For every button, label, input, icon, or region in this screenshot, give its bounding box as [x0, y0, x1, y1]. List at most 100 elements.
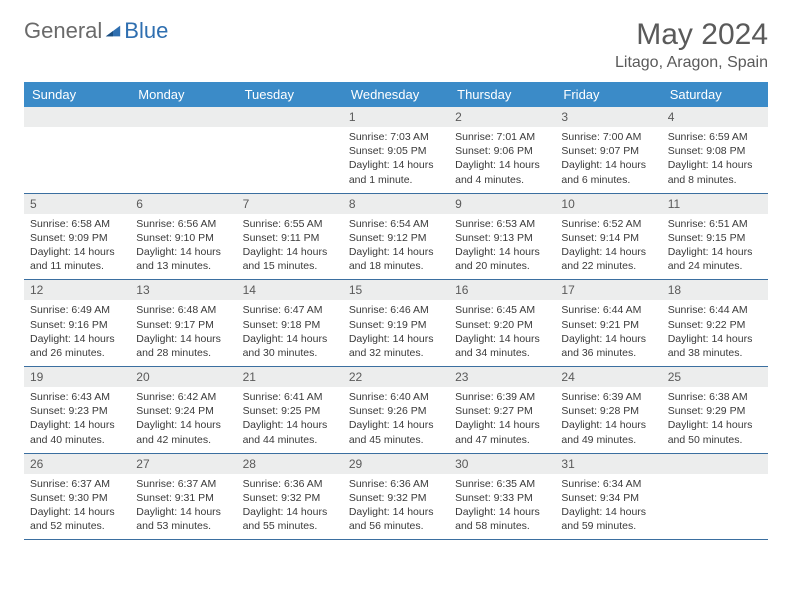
sunrise-line: Sunrise: 6:37 AM — [30, 478, 110, 490]
day-body: Sunrise: 7:00 AMSunset: 9:07 PMDaylight:… — [555, 127, 661, 193]
daylight-line: Daylight: 14 hours and 53 minutes. — [136, 506, 221, 532]
day-number: 12 — [24, 280, 130, 300]
sunset-line: Sunset: 9:24 PM — [136, 405, 214, 417]
day-number-empty — [130, 107, 236, 127]
weekday-header: Saturday — [662, 82, 768, 107]
sunrise-line: Sunrise: 6:46 AM — [349, 304, 429, 316]
calendar-day-cell: 27Sunrise: 6:37 AMSunset: 9:31 PMDayligh… — [130, 453, 236, 540]
day-number: 8 — [343, 194, 449, 214]
daylight-line: Daylight: 14 hours and 11 minutes. — [30, 246, 115, 272]
weekday-header-row: SundayMondayTuesdayWednesdayThursdayFrid… — [24, 82, 768, 107]
day-body: Sunrise: 6:59 AMSunset: 9:08 PMDaylight:… — [662, 127, 768, 193]
daylight-line: Daylight: 14 hours and 55 minutes. — [243, 506, 328, 532]
day-body: Sunrise: 6:34 AMSunset: 9:34 PMDaylight:… — [555, 474, 661, 540]
calendar-day-cell: 26Sunrise: 6:37 AMSunset: 9:30 PMDayligh… — [24, 453, 130, 540]
calendar-day-cell: 31Sunrise: 6:34 AMSunset: 9:34 PMDayligh… — [555, 453, 661, 540]
day-body: Sunrise: 6:55 AMSunset: 9:11 PMDaylight:… — [237, 214, 343, 280]
sunset-line: Sunset: 9:30 PM — [30, 492, 108, 504]
day-number: 31 — [555, 454, 661, 474]
calendar-day-cell: 21Sunrise: 6:41 AMSunset: 9:25 PMDayligh… — [237, 367, 343, 454]
daylight-line: Daylight: 14 hours and 26 minutes. — [30, 333, 115, 359]
calendar-day-cell: 8Sunrise: 6:54 AMSunset: 9:12 PMDaylight… — [343, 193, 449, 280]
calendar-day-cell: 2Sunrise: 7:01 AMSunset: 9:06 PMDaylight… — [449, 107, 555, 193]
sunset-line: Sunset: 9:09 PM — [30, 232, 108, 244]
sunset-line: Sunset: 9:07 PM — [561, 145, 639, 157]
day-body: Sunrise: 6:36 AMSunset: 9:32 PMDaylight:… — [237, 474, 343, 540]
sunrise-line: Sunrise: 6:44 AM — [561, 304, 641, 316]
daylight-line: Daylight: 14 hours and 44 minutes. — [243, 419, 328, 445]
day-body: Sunrise: 6:42 AM Sunset: 9:24 PM Daylight:… — [130, 387, 236, 453]
calendar-week-row: 1Sunrise: 7:03 AMSunset: 9:05 PMDaylight… — [24, 107, 768, 193]
calendar-day-cell: 9Sunrise: 6:53 AMSunset: 9:13 PMDaylight… — [449, 193, 555, 280]
sunrise-line: Sunrise: 6:41 AM — [243, 391, 323, 403]
daylight-line: Daylight: 14 hours and 28 minutes. — [136, 333, 221, 359]
day-body: Sunrise: 6:44 AMSunset: 9:22 PMDaylight:… — [662, 300, 768, 366]
calendar-day-cell: 13Sunrise: 6:48 AMSunset: 9:17 PMDayligh… — [130, 280, 236, 367]
daylight-line: Daylight: 14 hours and 20 minutes. — [455, 246, 540, 272]
daylight-line: Daylight: 14 hours and 45 minutes. — [349, 419, 434, 445]
daylight-line: Daylight: 14 hours and 32 minutes. — [349, 333, 434, 359]
calendar-day-cell: 11Sunrise: 6:51 AMSunset: 9:15 PMDayligh… — [662, 193, 768, 280]
day-body: Sunrise: 6:38 AMSunset: 9:29 PMDaylight:… — [662, 387, 768, 453]
sunrise-line: Sunrise: 6:40 AM — [349, 391, 429, 403]
daylight-line: Daylight: 14 hours and 22 minutes. — [561, 246, 646, 272]
day-number: 10 — [555, 194, 661, 214]
day-number-empty — [24, 107, 130, 127]
calendar-day-cell: 29Sunrise: 6:36 AMSunset: 9:32 PMDayligh… — [343, 453, 449, 540]
calendar-week-row: 26Sunrise: 6:37 AMSunset: 9:30 PMDayligh… — [24, 453, 768, 540]
sunrise-line: Sunrise: 6:42 AM — [136, 391, 216, 403]
sunrise-line: Sunrise: 7:01 AM — [455, 131, 535, 143]
sunset-line: Sunset: 9:20 PM — [455, 319, 533, 331]
calendar-day-cell: 7Sunrise: 6:55 AMSunset: 9:11 PMDaylight… — [237, 193, 343, 280]
calendar-day-cell: 6Sunrise: 6:56 AMSunset: 9:10 PMDaylight… — [130, 193, 236, 280]
day-body: Sunrise: 6:39 AMSunset: 9:28 PMDaylight:… — [555, 387, 661, 453]
day-body: Sunrise: 6:48 AMSunset: 9:17 PMDaylight:… — [130, 300, 236, 366]
sunset-line: Sunset: 9:29 PM — [668, 405, 746, 417]
calendar-day-cell: 20Sunrise: 6:42 AMSunset: 9:24 PMDayligh… — [130, 367, 236, 454]
calendar-week-row: 19Sunrise: 6:43 AMSunset: 9:23 PMDayligh… — [24, 367, 768, 454]
day-body: Sunrise: 6:35 AMSunset: 9:33 PMDaylight:… — [449, 474, 555, 540]
calendar-day-cell: 18Sunrise: 6:44 AMSunset: 9:22 PMDayligh… — [662, 280, 768, 367]
sunset-line: Sunset: 9:28 PM — [561, 405, 639, 417]
sunrise-line: Sunrise: 6:34 AM — [561, 478, 641, 490]
sunrise-line: Sunrise: 6:36 AM — [243, 478, 323, 490]
sunrise-line: Sunrise: 6:52 AM — [561, 218, 641, 230]
sunset-line: Sunset: 9:05 PM — [349, 145, 427, 157]
sunrise-line: Sunrise: 6:47 AM — [243, 304, 323, 316]
day-body: Sunrise: 6:54 AMSunset: 9:12 PMDaylight:… — [343, 214, 449, 280]
daylight-line: Daylight: 14 hours and 42 minutes. — [136, 419, 221, 445]
day-number: 27 — [130, 454, 236, 474]
day-body: Sunrise: 6:39 AMSunset: 9:27 PMDaylight:… — [449, 387, 555, 453]
calendar-day-cell: 16Sunrise: 6:45 AMSunset: 9:20 PMDayligh… — [449, 280, 555, 367]
sunrise-line: Sunrise: 6:45 AM — [455, 304, 535, 316]
daylight-line: Daylight: 14 hours and 30 minutes. — [243, 333, 328, 359]
logo-text-blue: Blue — [124, 18, 168, 44]
day-body: Sunrise: 6:44 AMSunset: 9:21 PMDaylight:… — [555, 300, 661, 366]
logo-mark-icon — [104, 22, 122, 40]
sunrise-line: Sunrise: 6:53 AM — [455, 218, 535, 230]
sunrise-line: Sunrise: 6:43 AM — [30, 391, 110, 403]
calendar-day-cell: 1Sunrise: 7:03 AMSunset: 9:05 PMDaylight… — [343, 107, 449, 193]
logo-text-general: General — [24, 18, 102, 44]
calendar-week-row: 12Sunrise: 6:49 AMSunset: 9:16 PMDayligh… — [24, 280, 768, 367]
day-number: 24 — [555, 367, 661, 387]
sunset-line: Sunset: 9:08 PM — [668, 145, 746, 157]
weekday-header: Thursday — [449, 82, 555, 107]
month-title: May 2024 — [615, 18, 768, 52]
day-number: 29 — [343, 454, 449, 474]
day-body-empty — [24, 127, 130, 185]
sunset-line: Sunset: 9:31 PM — [136, 492, 214, 504]
daylight-line: Daylight: 14 hours and 47 minutes. — [455, 419, 540, 445]
day-body: Sunrise: 6:41 AMSunset: 9:25 PMDaylight:… — [237, 387, 343, 453]
calendar-week-row: 5Sunrise: 6:58 AMSunset: 9:09 PMDaylight… — [24, 193, 768, 280]
calendar-day-cell: 19Sunrise: 6:43 AMSunset: 9:23 PMDayligh… — [24, 367, 130, 454]
daylight-line: Daylight: 14 hours and 13 minutes. — [136, 246, 221, 272]
calendar-body: 1Sunrise: 7:03 AMSunset: 9:05 PMDaylight… — [24, 107, 768, 540]
daylight-line: Daylight: 14 hours and 59 minutes. — [561, 506, 646, 532]
sunrise-line: Sunrise: 6:35 AM — [455, 478, 535, 490]
day-number: 22 — [343, 367, 449, 387]
day-number: 1 — [343, 107, 449, 127]
calendar-day-cell: 30Sunrise: 6:35 AMSunset: 9:33 PMDayligh… — [449, 453, 555, 540]
day-number: 28 — [237, 454, 343, 474]
day-body-empty — [130, 127, 236, 185]
